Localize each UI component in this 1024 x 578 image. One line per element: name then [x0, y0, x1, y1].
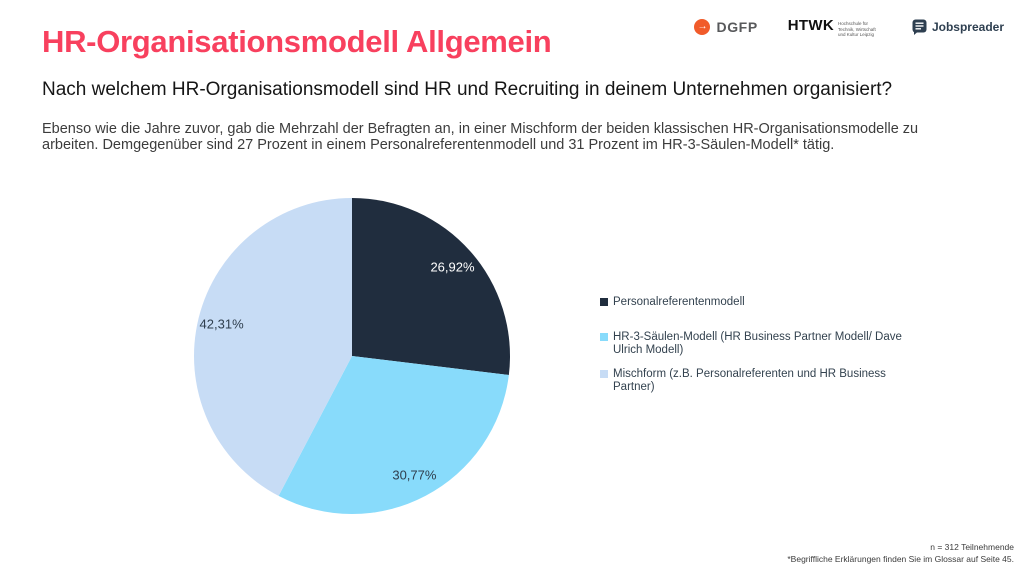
result-description: Ebenso wie die Jahre zuvor, gab die Mehr… — [42, 121, 919, 154]
legend-item-label: Mischform (z.B. Personalreferenten und H… — [613, 367, 886, 394]
htwk-logo-label: HTWK — [787, 17, 834, 34]
htwk-logo: HTWK Hochschule für Technik, Wirtschaft … — [788, 17, 882, 38]
pie-slice-2 — [194, 198, 352, 496]
jobspreader-logo-label: Jobspreader — [931, 20, 1004, 35]
pie-value-label: 26,92% — [430, 259, 475, 274]
legend-item-hr-3-saeulen-modell: HR-3-Säulen-Modell (HR Business Partner … — [600, 331, 922, 358]
page-title: HR-Organisationsmodell Allgemein — [42, 24, 552, 59]
htwk-logo-subtext: Hochschule für Technik, Wirtschaft und K… — [837, 21, 876, 38]
pie-slice-1 — [278, 356, 509, 514]
dgfp-logo: → DGFP — [694, 19, 758, 36]
legend-swatch-icon — [600, 298, 608, 306]
chart-legend: Personalreferentenmodell HR-3-Säulen-Mod… — [600, 296, 922, 395]
logo-bar: → DGFP HTWK Hochschule für Technik, Wirt… — [694, 17, 1004, 38]
legend-item-label: Personalreferentenmodell — [613, 296, 745, 308]
jobspreader-book-icon — [912, 19, 927, 36]
dgfp-arrow-icon: → — [694, 19, 711, 36]
jobspreader-logo: Jobspreader — [912, 19, 1004, 36]
legend-item-mischform: Mischform (z.B. Personalreferenten und H… — [600, 368, 922, 395]
legend-swatch-icon — [600, 332, 608, 341]
glossary-note: *Begriffliche Erklärungen finden Sie im … — [787, 553, 1014, 564]
participant-count: n = 312 Teilnehmende — [930, 542, 1014, 553]
pie-value-label: 42,31% — [200, 316, 245, 331]
footnotes: n = 312 Teilnehmende *Begriffliche Erklä… — [787, 542, 1014, 565]
legend-item-label: HR-3-Säulen-Modell (HR Business Partner … — [613, 330, 902, 357]
legend-item-personalreferentenmodell: Personalreferentenmodell — [600, 296, 922, 310]
survey-question: Nach welchem HR-Organisationsmodell sind… — [42, 79, 893, 100]
pie-value-label: 30,77% — [392, 467, 437, 482]
legend-swatch-icon — [600, 369, 608, 378]
pie-chart: 26,92% 30,77% 42,31% — [194, 198, 510, 514]
pie-slice-0 — [352, 198, 510, 376]
dgfp-logo-label: DGFP — [716, 19, 758, 36]
